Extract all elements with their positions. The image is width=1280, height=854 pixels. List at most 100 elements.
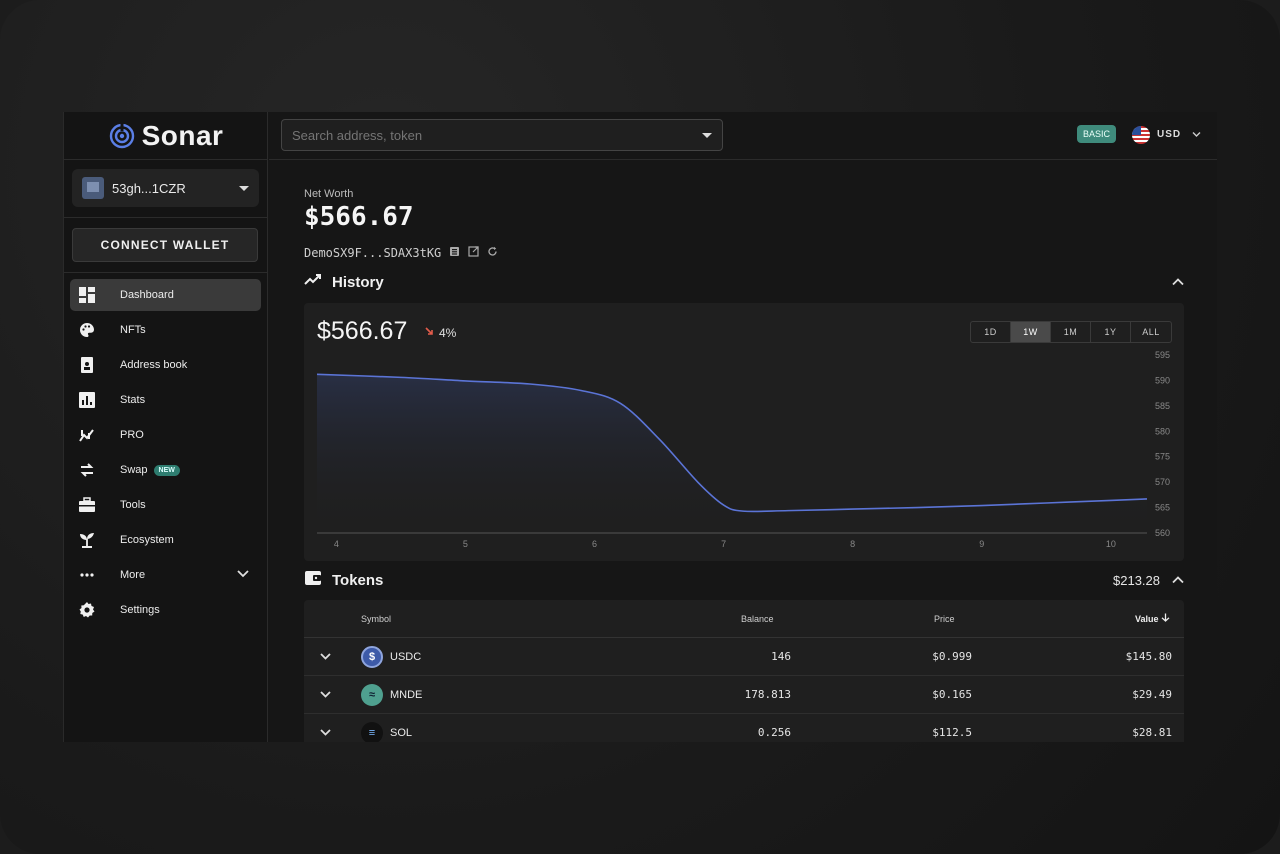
token-price: $0.999 xyxy=(932,650,972,663)
column-header-value[interactable]: Value xyxy=(1135,613,1170,624)
table-row[interactable]: ≈ MNDE 178.813 $0.165 $29.49 xyxy=(304,676,1184,714)
sprout-icon xyxy=(78,531,96,549)
y-tick-label: 570 xyxy=(1155,477,1170,487)
caret-down-icon[interactable] xyxy=(702,132,712,138)
palette-icon xyxy=(78,321,96,339)
history-chart-card: $566.67 4% 1D 1W 1M 1Y ALL 4 5 6 7 8 9 10 595 59… xyxy=(304,303,1184,561)
column-header-price[interactable]: Price xyxy=(934,613,955,624)
range-1m-button[interactable]: 1M xyxy=(1051,322,1091,342)
history-header-right xyxy=(1172,275,1184,289)
sonar-logo-icon xyxy=(109,122,134,148)
column-header-value-label: Value xyxy=(1134,614,1159,624)
expand-chevron-icon[interactable] xyxy=(320,727,331,739)
chevron-up-icon[interactable] xyxy=(1172,275,1184,289)
table-row[interactable]: $ USDC 146 $0.999 $145.80 xyxy=(304,638,1184,676)
token-symbol-cell: ≡ SOL xyxy=(361,721,412,742)
x-tick-label: 6 xyxy=(592,539,597,549)
tokens-section-header[interactable]: Tokens $213.28 xyxy=(304,568,1184,592)
wallet-selector[interactable]: 53gh...1CZR xyxy=(72,169,259,207)
token-balance: 146 xyxy=(771,650,791,663)
x-tick-label: 9 xyxy=(979,539,984,549)
y-tick-label: 590 xyxy=(1155,375,1170,385)
chart-current-value: $566.67 xyxy=(317,317,408,345)
x-tick-label: 7 xyxy=(721,539,726,549)
sidebar-item-address-book[interactable]: Address book xyxy=(70,349,261,381)
token-symbol: USDC xyxy=(390,650,422,663)
networth-label: Net Worth xyxy=(304,188,354,200)
us-flag-icon[interactable] xyxy=(1132,126,1150,144)
external-link-icon[interactable] xyxy=(468,246,479,260)
expand-chevron-icon[interactable] xyxy=(320,651,331,663)
history-title: History xyxy=(332,273,384,291)
sort-arrow-down-icon xyxy=(1161,613,1170,624)
sidebar-item-stats[interactable]: Stats xyxy=(70,384,261,416)
tokens-total: $213.28 xyxy=(1113,572,1160,588)
range-1w-button[interactable]: 1W xyxy=(1011,322,1051,342)
divider xyxy=(64,217,267,218)
app-window: Sonar 53gh...1CZR CONNECT WALLET Dashboa… xyxy=(63,112,1217,742)
networth-value: $566.67 xyxy=(304,202,414,232)
chart-area-fill xyxy=(317,374,1147,533)
currency-selector[interactable]: USD xyxy=(1157,129,1182,140)
search-box[interactable] xyxy=(281,119,723,151)
sidebar-item-pro[interactable]: PRO xyxy=(70,419,261,451)
logo[interactable]: Sonar xyxy=(64,112,267,160)
plan-badge[interactable]: BASIC xyxy=(1077,125,1117,143)
sidebar-item-ecosystem[interactable]: Ecosystem xyxy=(70,524,261,556)
sidebar-item-label: Stats xyxy=(120,394,146,406)
new-badge: NEW xyxy=(153,464,180,476)
column-header-balance[interactable]: Balance xyxy=(741,613,774,624)
token-price: $0.165 xyxy=(932,688,972,701)
connect-wallet-button[interactable]: CONNECT WALLET xyxy=(72,228,258,262)
wallet-icon xyxy=(304,570,322,591)
wallet-address: DemoSX9F...SDAX3tKG xyxy=(304,246,498,260)
token-symbol: MNDE xyxy=(390,688,423,701)
sidebar-item-tools[interactable]: Tools xyxy=(70,489,261,521)
copy-icon[interactable] xyxy=(449,246,460,260)
range-all-button[interactable]: ALL xyxy=(1142,327,1160,337)
history-section-header[interactable]: History xyxy=(304,270,1184,294)
trending-icon xyxy=(304,273,322,291)
swap-icon xyxy=(78,461,96,479)
logo-text: Sonar xyxy=(141,119,224,151)
range-1y-button[interactable]: 1Y xyxy=(1091,322,1131,342)
sidebar-item-dashboard[interactable]: Dashboard xyxy=(70,279,261,311)
token-value: $145.80 xyxy=(1125,650,1172,663)
sidebar-item-label: Ecosystem xyxy=(120,534,174,546)
sidebar-item-swap[interactable]: Swap NEW xyxy=(70,454,261,486)
x-tick-label: 5 xyxy=(463,539,468,549)
wallet-address-text: DemoSX9F...SDAX3tKG xyxy=(304,246,442,260)
x-tick-label: 4 xyxy=(334,539,339,549)
sidebar-item-nfts[interactable]: NFTs xyxy=(70,314,261,346)
token-value: $28.81 xyxy=(1132,726,1172,739)
table-row[interactable]: ≡ SOL 0.256 $112.5 $28.81 xyxy=(304,714,1184,742)
range-1d-button[interactable]: 1D xyxy=(971,322,1011,342)
sidebar-item-settings[interactable]: Settings xyxy=(70,594,261,626)
column-header-symbol[interactable]: Symbol xyxy=(361,613,392,624)
history-chart[interactable]: 4 5 6 7 8 9 10 595 590 585 580 575 570 565 560 xyxy=(304,303,1184,561)
y-tick-label: 580 xyxy=(1155,426,1170,436)
expand-chevron-icon[interactable] xyxy=(320,689,331,701)
dashboard-icon xyxy=(78,286,96,304)
more-icon xyxy=(78,566,96,584)
sidebar-item-label: Address book xyxy=(120,359,188,371)
chevron-down-icon[interactable] xyxy=(237,569,249,582)
mnde-token-icon: ≈ xyxy=(361,683,383,706)
range-selector: 1D 1W 1M 1Y ALL xyxy=(970,321,1172,343)
chevron-down-icon[interactable] xyxy=(1192,130,1201,140)
token-value: $29.49 xyxy=(1132,688,1172,701)
caret-down-icon xyxy=(239,185,249,191)
topbar: BASIC USD xyxy=(269,112,1217,160)
y-tick-label: 565 xyxy=(1155,503,1170,513)
sidebar-item-more[interactable]: More xyxy=(70,559,261,591)
chevron-up-icon[interactable] xyxy=(1172,573,1184,587)
y-tick-label: 560 xyxy=(1155,528,1170,538)
arrow-down-right-icon xyxy=(425,327,434,339)
token-balance: 0.256 xyxy=(757,726,791,739)
refresh-icon[interactable] xyxy=(487,246,498,260)
sidebar-item-label: Tools xyxy=(120,499,146,511)
gear-icon xyxy=(78,601,96,619)
search-input[interactable] xyxy=(292,127,702,143)
stats-icon xyxy=(78,391,96,409)
sidebar-item-label: More xyxy=(120,569,146,581)
